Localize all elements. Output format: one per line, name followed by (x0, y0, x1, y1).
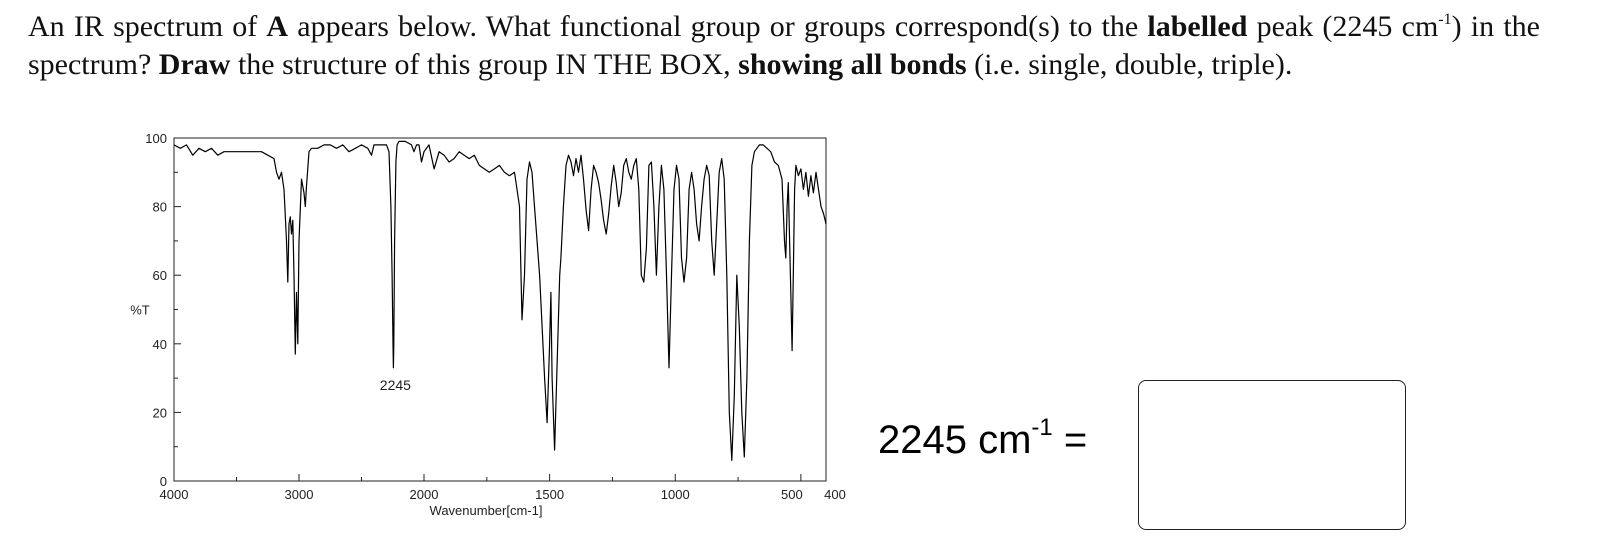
x-tick-label: 400 (824, 487, 846, 502)
x-tick-label: 1000 (661, 487, 690, 502)
y-tick-label: 100 (145, 131, 167, 146)
superscript: -1 (1438, 11, 1452, 28)
emphasis-showing-all-bonds: showing all bonds (738, 48, 967, 81)
y-tick-label: 40 (153, 337, 167, 352)
answer-label-equals: = (1052, 418, 1088, 462)
question-part: appears below. What functional group or … (288, 10, 1148, 43)
x-tick-label: 4000 (160, 487, 189, 502)
y-tick-label: 80 (153, 200, 167, 215)
answer-label-superscript: -1 (1031, 414, 1053, 441)
question-text: An IR spectrum of A appears below. What … (28, 8, 1540, 84)
chart-axes: Wavenumber[cm-1] %T (130, 137, 827, 518)
answer-label-main: 2245 cm (878, 418, 1032, 462)
compound-label: A (266, 10, 289, 43)
x-tick-label: 1500 (535, 487, 564, 502)
x-tick-label: 500 (781, 487, 803, 502)
y-tick-label: 0 (160, 474, 167, 489)
chart-annotations: 2245 (380, 377, 411, 393)
chart-series (173, 140, 827, 461)
y-axis-label: %T (130, 303, 150, 318)
peak-label: 2245 (380, 377, 411, 393)
question-part: the structure of this group IN THE BOX, (230, 48, 739, 81)
x-tick-label: 3000 (285, 487, 314, 502)
answer-drawing-box[interactable] (1138, 380, 1406, 530)
chart-ticks: 0 20 40 60 80 100 4000 3000 2000 1500 1000 500 400 (145, 131, 846, 502)
emphasis-labelled: labelled (1147, 10, 1248, 43)
question-part: peak (2245 cm (1247, 10, 1439, 43)
question-part: (i.e. single, double, triple). (966, 48, 1293, 81)
question-part: ) in the spectrum? (28, 10, 1540, 81)
x-axis-label: Wavenumber[cm-1] (430, 503, 543, 518)
plot-frame (173, 137, 827, 482)
emphasis-draw: Draw (158, 48, 231, 81)
y-tick-label: 20 (153, 405, 167, 420)
answer-label: 2245 cm-1 = (878, 416, 1088, 463)
spectrum-line (173, 140, 827, 461)
x-tick-label: 2000 (410, 487, 439, 502)
question-part: An IR spectrum of (28, 10, 267, 43)
y-tick-label: 60 (153, 268, 167, 283)
